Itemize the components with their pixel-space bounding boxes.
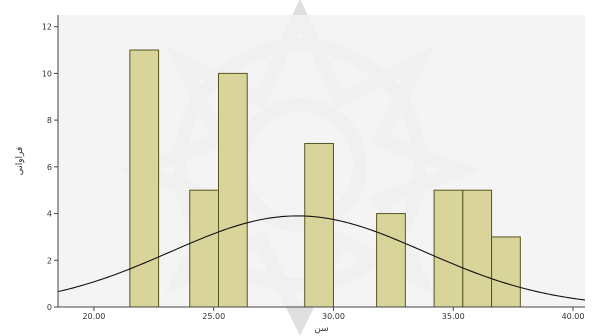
histogram-bar-7 (462, 189, 493, 308)
x-tick-label-3: 35.00 (442, 312, 465, 321)
histogram-bar-1 (129, 49, 160, 308)
y-tick-label-2: 4 (47, 210, 52, 219)
histogram-bar-4 (304, 142, 334, 308)
x-axis-ticks: 20.00 25.00 30.00 35.00 40.00 (82, 307, 584, 321)
histogram-bar-5 (376, 213, 406, 308)
y-tick-label-1: 2 (47, 256, 52, 265)
normal-curve (57, 215, 586, 301)
y-tick-label-4: 8 (47, 116, 52, 125)
y-tick-label-3: 6 (47, 163, 52, 172)
y-axis-title: فراوانی (15, 147, 25, 176)
x-tick-label-0: 20.00 (82, 312, 105, 321)
histogram-bar-6 (433, 189, 464, 308)
histogram-bar-8 (491, 236, 521, 308)
axes-group (57, 15, 585, 308)
y-tick-label-6: 12 (42, 23, 52, 32)
histogram-bar-2 (189, 189, 219, 308)
y-axis-ticks: 0 2 4 6 8 10 12 (42, 23, 58, 312)
histogram-bar-3 (217, 72, 248, 308)
x-tick-label-4: 40.00 (562, 312, 585, 321)
bars-group (129, 49, 521, 308)
y-tick-label-0: 0 (47, 303, 52, 312)
x-tick-label-1: 25.00 (202, 312, 225, 321)
x-tick-label-2: 30.00 (322, 312, 345, 321)
x-axis-title: سن (314, 324, 328, 334)
y-tick-label-5: 10 (42, 69, 52, 78)
